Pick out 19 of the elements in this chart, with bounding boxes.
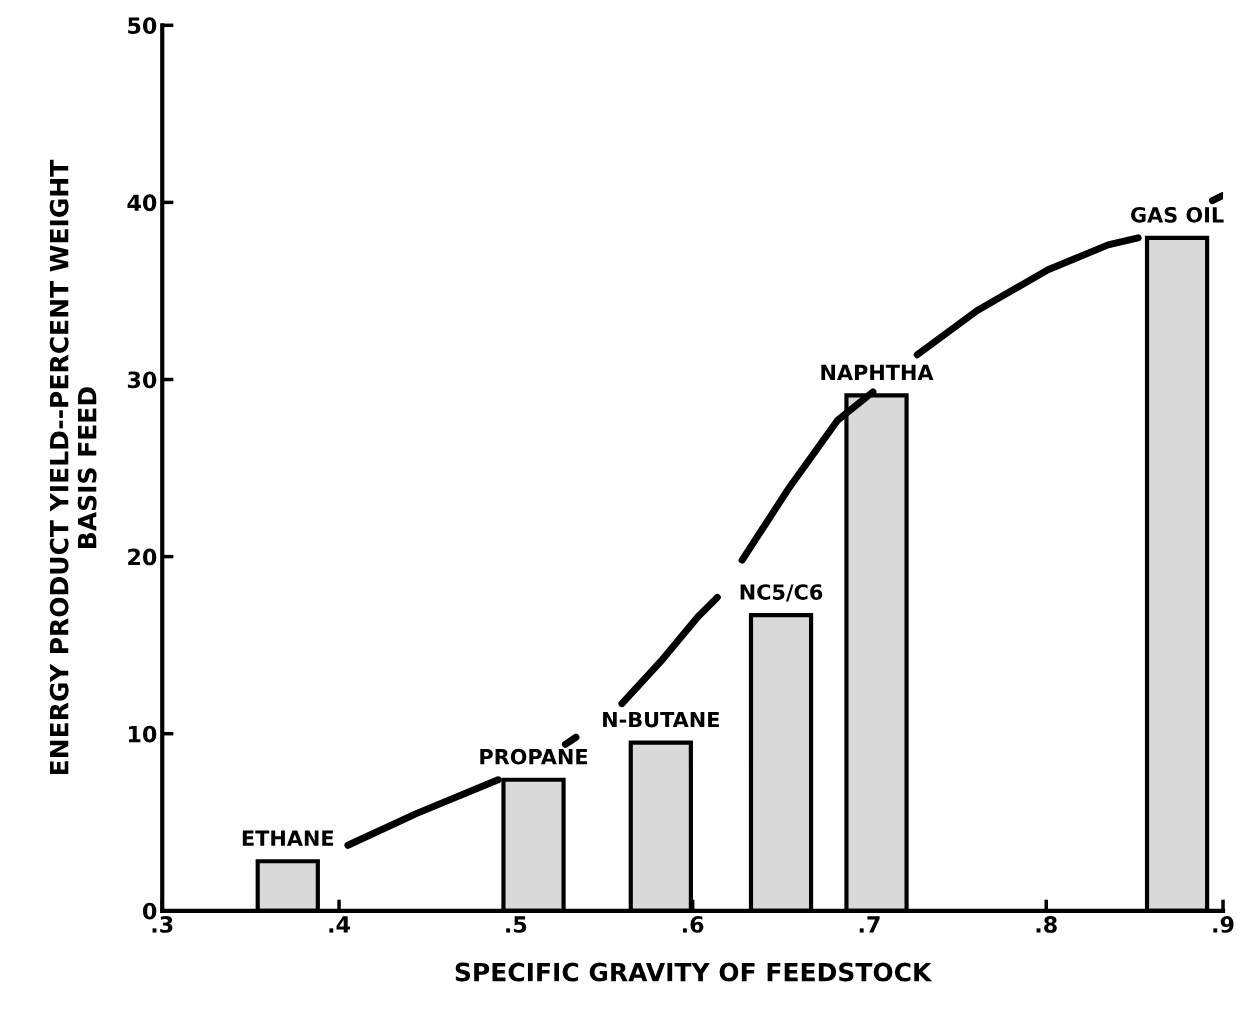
annotation: N-BUTANE <box>603 711 719 728</box>
y-axis-title: ENERGY PRODUCT YIELD--PERCENT WEIGHT BASIS FEED <box>49 159 97 775</box>
annotation: GAS OIL <box>1131 206 1224 223</box>
y-tick-label: 20 <box>128 548 157 566</box>
y-tick-label: 50 <box>128 17 157 35</box>
x-tick-label: .8 <box>1036 916 1057 933</box>
x-tick-label: .7 <box>859 916 880 933</box>
annotation: ETHANE <box>242 830 334 846</box>
x-tick-label: .9 <box>1213 916 1234 933</box>
y-tick-label: 30 <box>127 371 157 389</box>
y-tick-label: 10 <box>128 725 157 743</box>
x-axis-title: SPECIFIC GRAVITY OF FEEDSTOCK <box>455 962 933 982</box>
x-tick-label: .5 <box>506 916 527 933</box>
x-tick-label: .4 <box>329 916 350 933</box>
annotation: NC5/C6 <box>740 584 823 602</box>
x-tick-label: .6 <box>682 916 704 933</box>
annotation: NAPHTHA <box>821 364 934 380</box>
annotation: PROPANE <box>480 748 588 765</box>
y-tick-label: 40 <box>127 194 157 212</box>
